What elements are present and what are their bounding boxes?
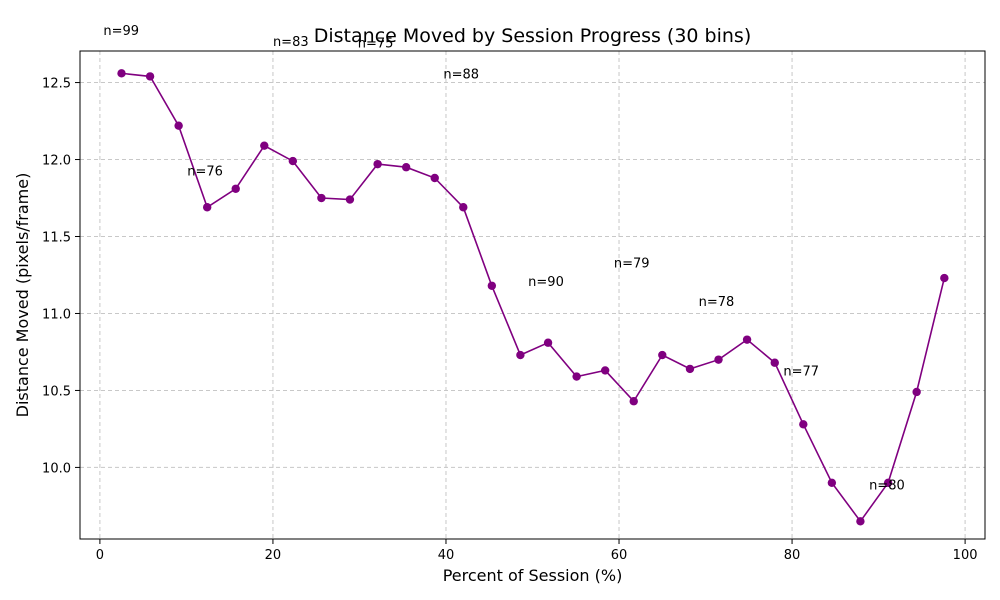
sample-count-label: n=76 xyxy=(187,164,223,179)
data-point xyxy=(401,163,411,172)
x-tick-label: 60 xyxy=(611,548,628,563)
data-point xyxy=(145,72,155,81)
data-point xyxy=(912,387,921,397)
sample-count-label: n=80 xyxy=(869,478,905,493)
sample-count-label: n=79 xyxy=(614,257,650,272)
sample-count-label: n=75 xyxy=(358,37,394,52)
data-point xyxy=(883,478,893,488)
x-tick-label: 0 xyxy=(96,548,104,563)
data-points xyxy=(117,69,949,526)
x-tick-label: 80 xyxy=(784,548,801,563)
y-tick-label: 11.0 xyxy=(42,307,71,322)
x-axis-ticks: 0 20 40 60 80 100 xyxy=(96,539,978,563)
data-point xyxy=(940,273,949,283)
data-point xyxy=(317,193,326,203)
grid xyxy=(80,51,985,539)
y-tick-label: 11.5 xyxy=(42,231,71,246)
data-point xyxy=(231,184,240,193)
y-axis-ticks: 10.0 10.5 11.0 11.5 12.0 12.5 xyxy=(42,77,80,476)
data-point xyxy=(742,335,752,344)
data-point xyxy=(260,141,269,150)
x-tick-label: 100 xyxy=(953,548,978,563)
plot-area-frame xyxy=(79,50,986,540)
data-point xyxy=(600,366,610,375)
data-point xyxy=(770,358,779,367)
data-point xyxy=(543,338,553,347)
y-tick-label: 12.5 xyxy=(42,77,71,92)
data-point xyxy=(714,355,723,364)
data-point xyxy=(345,195,355,204)
data-point xyxy=(288,156,298,166)
annotations: n=99 n=83 n=75 n=88 n=76 n=90 n=79 n=78 n=77 n=80 xyxy=(103,24,904,493)
series-line xyxy=(121,72,946,523)
data-point xyxy=(487,281,497,290)
y-axis-title: Distance Moved (pixels/frame) xyxy=(13,173,32,418)
data-point xyxy=(202,203,212,212)
data-point xyxy=(658,350,667,360)
data-point xyxy=(799,420,808,429)
data-point xyxy=(827,478,837,488)
x-axis-title: Percent of Session (%) xyxy=(443,566,623,585)
x-tick-label: 40 xyxy=(438,548,455,563)
y-tick-label: 10.5 xyxy=(42,384,71,399)
data-point xyxy=(430,173,439,183)
data-point xyxy=(629,397,638,406)
series-line-layer xyxy=(121,72,946,523)
sample-count-label: n=99 xyxy=(103,24,139,39)
data-point xyxy=(572,372,581,381)
sample-count-label: n=83 xyxy=(273,35,309,50)
data-point xyxy=(459,203,468,212)
sample-count-label: n=90 xyxy=(528,275,564,290)
x-tick-label: 20 xyxy=(265,548,282,563)
data-point xyxy=(685,364,695,374)
data-point xyxy=(516,350,525,360)
sample-count-label: n=77 xyxy=(783,364,819,379)
y-tick-label: 10.0 xyxy=(42,461,71,476)
data-point xyxy=(117,69,126,78)
sample-count-label: n=88 xyxy=(443,67,479,82)
chart-title: Distance Moved by Session Progress (30 b… xyxy=(314,25,752,47)
data-point xyxy=(174,121,183,130)
sample-count-label: n=78 xyxy=(699,295,735,310)
data-point xyxy=(856,517,865,526)
data-point xyxy=(373,159,382,169)
y-tick-label: 12.0 xyxy=(42,154,71,169)
